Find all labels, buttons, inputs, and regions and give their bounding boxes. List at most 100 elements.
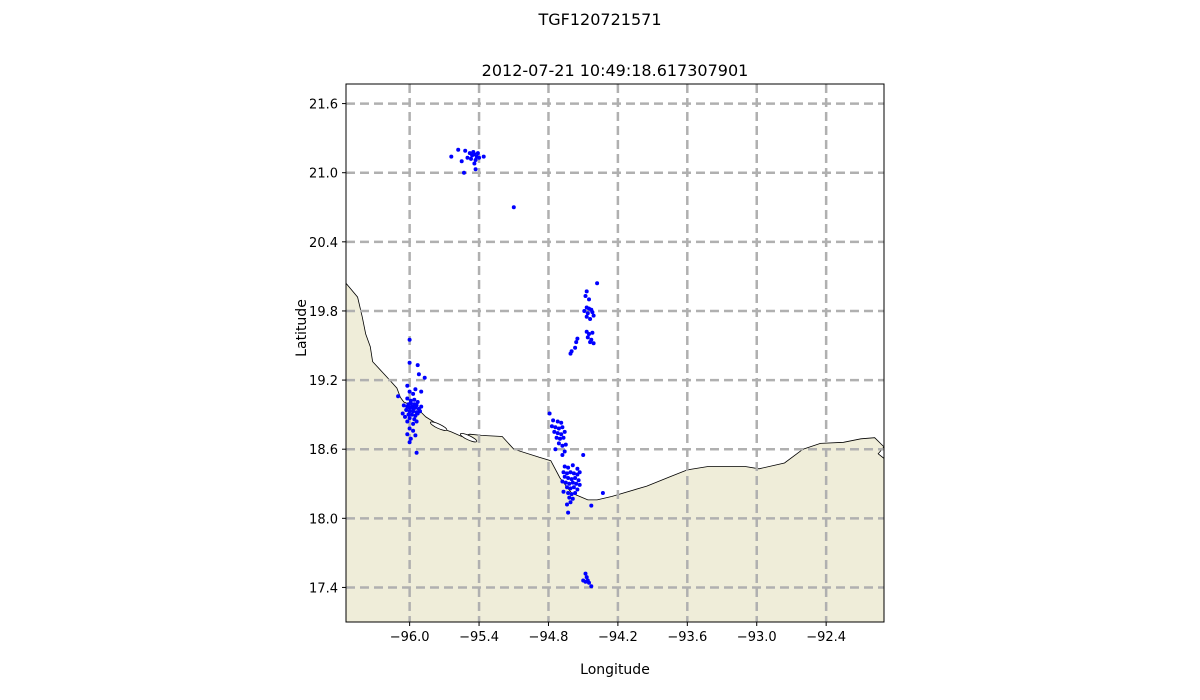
lightning-point (419, 389, 424, 394)
lightning-point (576, 478, 581, 483)
lightning-point (569, 477, 574, 482)
y-tick-label: 17.4 (309, 581, 338, 596)
lightning-point (472, 161, 477, 166)
lightning-point (570, 463, 575, 468)
lightning-point (575, 336, 580, 341)
lightning-point (565, 471, 569, 476)
lightning-point (560, 479, 565, 484)
lightning-point (574, 340, 579, 345)
y-tick-label: 19.2 (309, 374, 338, 389)
lightning-point (573, 345, 578, 350)
y-axis-label: Latitude (294, 299, 310, 357)
lightning-point (581, 453, 586, 457)
lightning-point (469, 156, 473, 161)
lightning-point (562, 449, 567, 454)
x-axis-label: Longitude (580, 662, 650, 678)
y-tick-label: 21.6 (309, 98, 338, 113)
lightning-point (589, 584, 594, 589)
lightning-point (566, 510, 571, 515)
lightning-point (411, 391, 416, 396)
y-tick-label: 19.8 (309, 305, 338, 320)
lightning-point (551, 418, 556, 423)
lightning-point (587, 580, 591, 585)
lightning-point (584, 314, 589, 319)
lightning-point (415, 411, 420, 416)
lightning-point (553, 425, 558, 430)
lightning-point (588, 340, 593, 345)
lightning-point (403, 414, 407, 419)
lightning-point (559, 432, 564, 437)
lightning-point (588, 317, 593, 321)
lightning-point (547, 411, 552, 416)
lightning-point (559, 420, 564, 425)
lightning-point (573, 491, 578, 495)
x-tick-label: −92.4 (806, 630, 846, 645)
lightning-point (591, 341, 596, 346)
lightning-point (407, 360, 412, 365)
lightning-point (587, 297, 591, 302)
lightning-point (456, 147, 461, 152)
lightning-point (413, 387, 418, 392)
lightning-point (422, 375, 427, 380)
grid-layer (346, 84, 884, 622)
lightning-point (561, 489, 566, 494)
lightning-point (553, 447, 558, 452)
lightning-point (584, 575, 589, 580)
lightning-point (407, 337, 412, 342)
lightning-point (555, 431, 560, 436)
lightning-point (407, 389, 412, 394)
lightning-point (570, 496, 575, 501)
lightning-point (565, 485, 569, 490)
lightning-point (416, 372, 421, 377)
lightning-point (568, 351, 573, 356)
lightning-point (568, 470, 573, 475)
lightning-point (575, 487, 580, 492)
lightning-point (567, 495, 572, 500)
lightning-point (404, 408, 409, 412)
lagoon-island (459, 433, 478, 443)
x-tick-label: −94.2 (598, 630, 638, 645)
lightning-point (481, 154, 486, 159)
lightning-point (459, 159, 464, 164)
lightning-point (569, 492, 574, 497)
lightning-point (566, 465, 571, 470)
lightning-point (582, 309, 587, 313)
lightning-point (414, 419, 419, 424)
lightning-point (411, 428, 416, 433)
lightning-point (584, 289, 589, 294)
lightning-point (415, 400, 420, 404)
lightning-point (463, 148, 468, 153)
lightning-point (477, 155, 482, 160)
lightning-point (573, 476, 578, 480)
lightning-point (563, 442, 568, 447)
x-tick-label: −95.4 (459, 630, 499, 645)
lightning-point (554, 435, 559, 440)
lightning-point (552, 429, 557, 434)
lightning-point (585, 335, 590, 340)
lightning-point (414, 450, 419, 455)
lightning-point (591, 313, 596, 318)
lightning-point (405, 419, 410, 424)
lightning-point (465, 155, 470, 160)
lightning-point (549, 424, 554, 429)
lightning-point (473, 158, 478, 162)
figure-suptitle: TGF120721571 (538, 10, 662, 29)
x-tick-label: −93.0 (737, 630, 777, 645)
lightning-point (407, 440, 412, 445)
y-tick-label: 21.0 (309, 167, 338, 182)
lightning-point (405, 432, 410, 437)
lightning-point (556, 426, 561, 431)
lightning-point (562, 464, 567, 469)
lightning-point (407, 416, 412, 421)
lightning-point (471, 150, 476, 154)
x-axis-ticks: −96.0 −95.4 −94.8 −94.2 −93.6 −93.0 −92.4 (390, 622, 846, 645)
lightning-point (600, 491, 605, 495)
land-fill (346, 283, 884, 622)
lightning-point (562, 429, 567, 434)
lightning-point (396, 394, 401, 399)
lightning-point (558, 436, 562, 441)
lightning-point (405, 396, 410, 401)
lightning-point (568, 486, 573, 491)
lightning-point (560, 443, 565, 448)
x-tick-label: −96.0 (390, 630, 430, 645)
